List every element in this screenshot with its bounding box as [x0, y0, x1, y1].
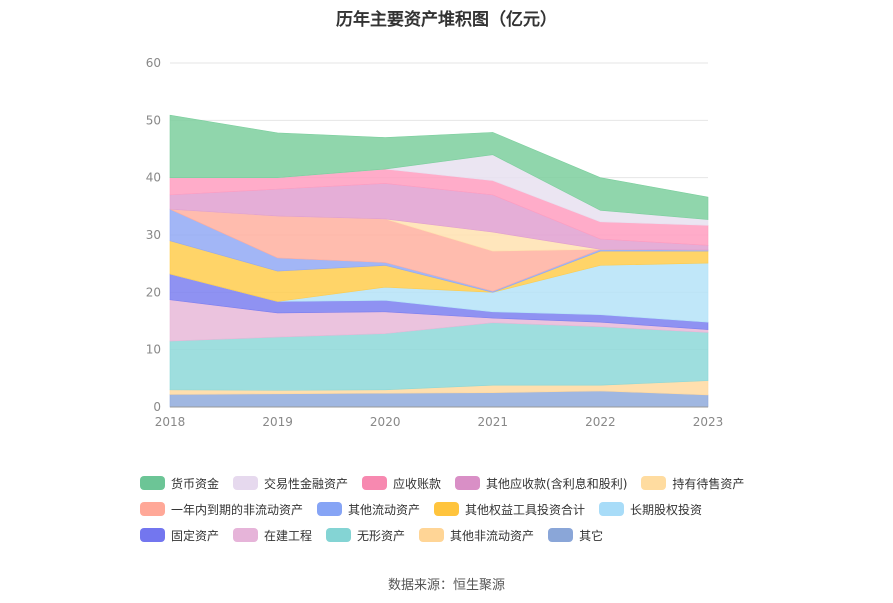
- legend-item[interactable]: 其他权益工具投资合计: [434, 501, 585, 518]
- legend-label: 持有待售资产: [672, 476, 745, 491]
- legend-swatch: [419, 528, 445, 542]
- legend-label: 在建工程: [264, 528, 313, 543]
- y-tick-label: 60: [146, 56, 161, 70]
- legend-item[interactable]: 货币资金: [140, 475, 219, 492]
- legend-swatch: [548, 528, 574, 542]
- legend-label: 应收账款: [393, 476, 442, 491]
- x-tick-label: 2023: [693, 415, 724, 429]
- x-tick-label: 2021: [478, 415, 509, 429]
- y-tick-label: 50: [146, 113, 161, 127]
- legend-item[interactable]: 交易性金融资产: [233, 475, 348, 492]
- legend-label: 其他应收款(含利息和股利): [486, 476, 628, 491]
- legend-row: 货币资金 交易性金融资产 应收账款 其他应收款(含利息和股利) 持有待售资产: [140, 470, 840, 496]
- legend-label: 固定资产: [171, 528, 220, 543]
- axes: 0 10 20 30 40 50 60 2018 2019 2020 2021 2022 2023: [146, 56, 724, 429]
- area-series-13[interactable]: [169, 114, 709, 220]
- legend-label: 长期股权投资: [630, 502, 703, 517]
- x-tick-label: 2022: [585, 415, 616, 429]
- legend-item[interactable]: 长期股权投资: [599, 501, 702, 518]
- legend-row: 固定资产 在建工程 无形资产 其他非流动资产 其它: [140, 522, 840, 548]
- legend-label: 货币资金: [171, 476, 220, 491]
- legend-item[interactable]: 无形资产: [326, 527, 405, 544]
- legend-item[interactable]: 其他流动资产: [317, 501, 420, 518]
- legend: 货币资金 交易性金融资产 应收账款 其他应收款(含利息和股利) 持有待售资产一年内到期的…: [140, 470, 840, 548]
- x-tick-label: 2020: [370, 415, 401, 429]
- legend-swatch: [434, 502, 460, 516]
- y-tick-label: 40: [146, 171, 161, 185]
- y-tick-label: 30: [146, 228, 161, 242]
- legend-swatch: [455, 476, 481, 490]
- legend-swatch: [140, 476, 165, 490]
- legend-swatch: [233, 528, 259, 542]
- y-tick-label: 10: [146, 343, 161, 357]
- legend-item[interactable]: 固定资产: [140, 527, 219, 544]
- legend-swatch: [140, 528, 165, 542]
- legend-label: 无形资产: [357, 528, 406, 543]
- legend-swatch: [641, 476, 667, 490]
- legend-label: 其他流动资产: [348, 502, 421, 517]
- y-tick-label: 0: [153, 400, 161, 414]
- legend-swatch: [140, 502, 165, 516]
- x-tick-label: 2018: [155, 415, 186, 429]
- legend-item[interactable]: 其他非流动资产: [419, 527, 534, 544]
- legend-swatch: [326, 528, 352, 542]
- legend-row: 一年内到期的非流动资产 其他流动资产 其他权益工具投资合计 长期股权投资: [140, 496, 840, 522]
- legend-swatch: [317, 502, 343, 516]
- y-tick-label: 20: [146, 285, 161, 299]
- legend-item[interactable]: 在建工程: [233, 527, 312, 544]
- data-source: 数据来源：恒生聚源: [387, 578, 505, 593]
- legend-label: 其他非流动资产: [450, 528, 535, 543]
- legend-item[interactable]: 其它: [548, 527, 603, 544]
- legend-swatch: [233, 476, 259, 490]
- x-tick-label: 2019: [262, 415, 293, 429]
- legend-item[interactable]: 其他应收款(含利息和股利): [455, 475, 627, 492]
- legend-item[interactable]: 一年内到期的非流动资产: [140, 501, 303, 518]
- legend-item[interactable]: 应收账款: [362, 475, 441, 492]
- legend-label: 交易性金融资产: [264, 476, 349, 491]
- area-series: [169, 114, 709, 408]
- legend-swatch: [599, 502, 625, 516]
- legend-label: 一年内到期的非流动资产: [171, 502, 304, 517]
- legend-label: 其它: [579, 528, 604, 543]
- legend-swatch: [362, 476, 388, 490]
- chart-title: 历年主要资产堆积图（亿元）: [336, 10, 557, 30]
- legend-item[interactable]: 持有待售资产: [641, 475, 744, 492]
- legend-label: 其他权益工具投资合计: [465, 502, 586, 517]
